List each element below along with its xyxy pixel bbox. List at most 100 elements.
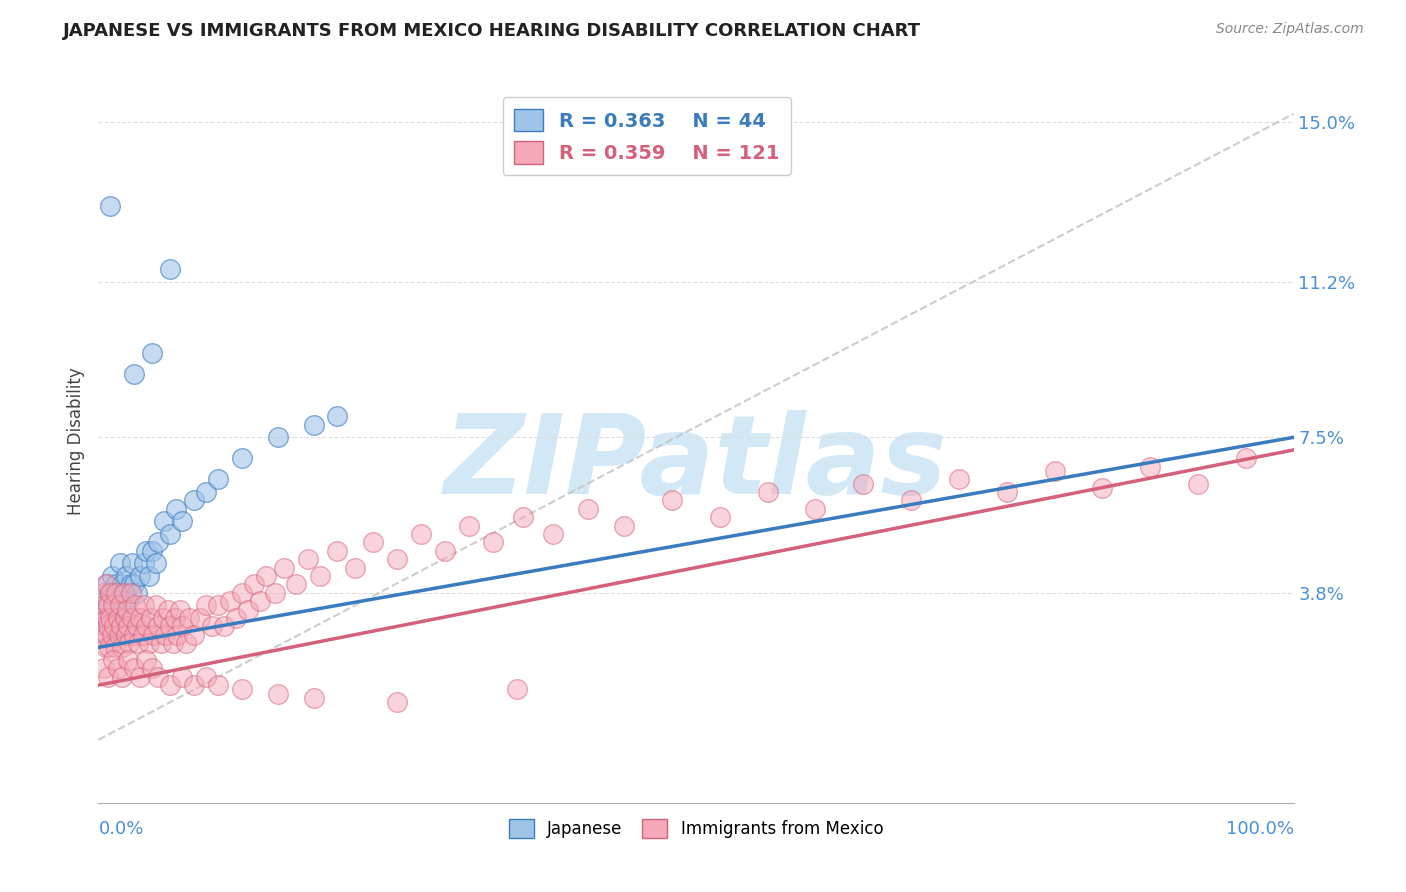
Point: [117, 653, 139, 667]
Point: [512, 510, 534, 524]
Point: [1091, 481, 1114, 495]
Point: [97, 599, 120, 613]
Point: [124, 628, 146, 642]
Point: [302, 417, 325, 432]
Point: [326, 409, 349, 424]
Point: [148, 619, 170, 633]
Point: [225, 611, 247, 625]
Point: [344, 560, 367, 574]
Point: [125, 586, 148, 600]
Point: [98, 619, 122, 633]
Point: [172, 619, 194, 633]
Point: [284, 577, 307, 591]
Text: ZIPatlas: ZIPatlas: [444, 409, 948, 516]
Point: [107, 661, 129, 675]
Point: [613, 518, 636, 533]
Point: [141, 543, 163, 558]
Point: [105, 586, 128, 600]
Text: Source: ZipAtlas.com: Source: ZipAtlas.com: [1216, 22, 1364, 37]
Point: [121, 611, 143, 625]
Point: [165, 501, 187, 516]
Point: [129, 670, 152, 684]
Point: [114, 611, 136, 625]
Point: [231, 451, 253, 466]
Point: [107, 594, 129, 608]
Point: [93, 619, 115, 633]
Point: [104, 640, 127, 655]
Point: [103, 619, 125, 633]
Point: [1139, 459, 1161, 474]
Point: [434, 543, 457, 558]
Point: [174, 636, 197, 650]
Point: [91, 628, 114, 642]
Point: [135, 619, 157, 633]
Point: [100, 569, 122, 583]
Point: [159, 678, 181, 692]
Point: [91, 611, 114, 625]
Point: [107, 611, 129, 625]
Point: [115, 602, 138, 616]
Point: [111, 577, 134, 591]
Point: [118, 636, 141, 650]
Point: [142, 628, 165, 642]
Point: [93, 594, 115, 608]
Point: [948, 472, 970, 486]
Point: [195, 599, 218, 613]
Point: [111, 670, 134, 684]
Point: [117, 619, 139, 633]
Legend: Japanese, Immigrants from Mexico: Japanese, Immigrants from Mexico: [502, 813, 890, 845]
Point: [152, 611, 174, 625]
Point: [169, 602, 191, 616]
Point: [138, 636, 160, 650]
Point: [804, 501, 827, 516]
Point: [117, 594, 139, 608]
Point: [411, 527, 433, 541]
Point: [129, 611, 152, 625]
Point: [111, 599, 134, 613]
Point: [124, 577, 146, 591]
Point: [111, 640, 134, 655]
Point: [236, 602, 259, 616]
Point: [98, 640, 121, 655]
Point: [105, 577, 128, 591]
Point: [103, 599, 125, 613]
Point: [107, 611, 129, 625]
Point: [110, 619, 132, 633]
Point: [138, 569, 160, 583]
Point: [212, 619, 235, 633]
Point: [135, 543, 157, 558]
Point: [94, 577, 117, 591]
Point: [219, 594, 242, 608]
Point: [267, 430, 290, 444]
Point: [100, 628, 122, 642]
Point: [98, 586, 122, 600]
Point: [267, 687, 290, 701]
Point: [97, 619, 120, 633]
Point: [141, 346, 163, 360]
Point: [93, 661, 115, 675]
Point: [115, 569, 138, 583]
Point: [481, 535, 505, 549]
Point: [179, 611, 201, 625]
Point: [297, 552, 319, 566]
Point: [201, 619, 224, 633]
Point: [96, 628, 118, 642]
Point: [101, 599, 124, 613]
Point: [98, 199, 122, 213]
Point: [132, 599, 155, 613]
Point: [385, 552, 409, 566]
Point: [709, 510, 731, 524]
Point: [155, 628, 177, 642]
Point: [94, 640, 117, 655]
Point: [148, 535, 170, 549]
Point: [141, 661, 163, 675]
Point: [98, 586, 121, 600]
Point: [115, 628, 138, 642]
Point: [156, 602, 179, 616]
Point: [254, 569, 277, 583]
Point: [148, 670, 170, 684]
Point: [162, 636, 184, 650]
Point: [107, 628, 129, 642]
Point: [97, 599, 120, 613]
Point: [124, 599, 146, 613]
